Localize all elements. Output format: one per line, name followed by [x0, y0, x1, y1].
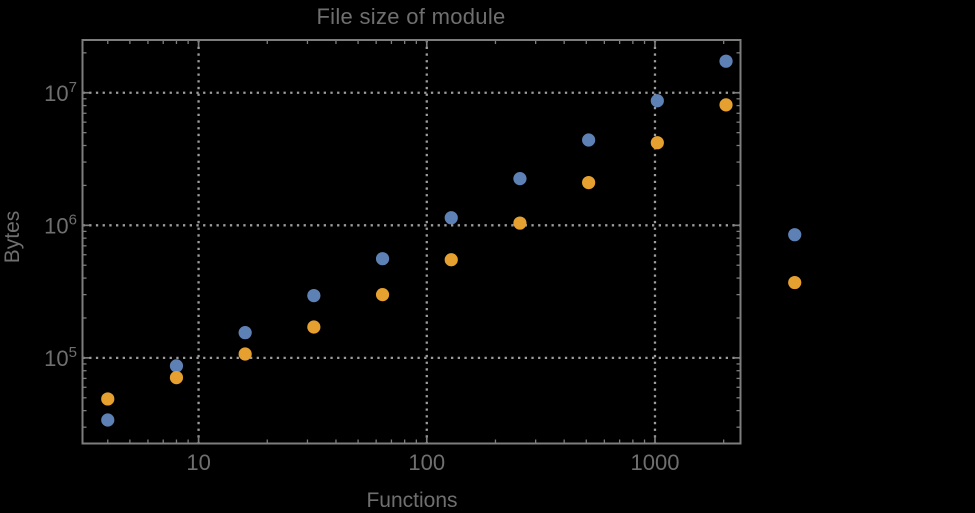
data-point-series-2-orange: [101, 392, 115, 406]
data-point-series-2-orange: [788, 275, 802, 290]
data-point-series-2-orange: [582, 176, 596, 190]
data-point-series-1-blue: [582, 133, 596, 147]
data-point-series-2-orange: [650, 136, 664, 150]
chart-title: File size of module: [316, 4, 506, 29]
data-point-series-2-orange: [169, 370, 184, 385]
data-point-series-2-orange: [375, 288, 390, 302]
data-point-series-2-orange: [238, 347, 252, 361]
x-tick-label: 100: [408, 450, 445, 475]
data-point-series-1-blue: [169, 359, 184, 373]
y-tick-label: 107: [44, 79, 77, 106]
data-point-series-1-blue: [650, 94, 664, 108]
data-point-series-1-blue: [788, 228, 802, 242]
data-point-series-1-blue: [101, 413, 115, 427]
data-point-series-1-blue: [375, 252, 390, 266]
data-point-series-2-orange: [444, 253, 458, 267]
y-tick-label: 105: [44, 344, 77, 371]
data-point-series-1-blue: [513, 172, 527, 186]
data-point-series-1-blue: [238, 326, 252, 340]
y-tick-label: 106: [44, 211, 77, 238]
data-point-series-2-orange: [307, 320, 321, 334]
data-point-series-2-orange: [719, 98, 733, 112]
x-axis-label: Functions: [366, 489, 458, 512]
data-point-series-1-blue: [444, 211, 458, 225]
data-point-series-2-orange: [513, 216, 527, 230]
data-point-series-1-blue: [719, 54, 733, 68]
x-tick-label: 10: [186, 450, 210, 475]
data-point-series-1-blue: [307, 288, 321, 303]
x-tick-label: 1000: [631, 450, 680, 475]
plot-frame: [81, 39, 742, 445]
